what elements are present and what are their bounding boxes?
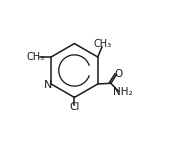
Text: NH₂: NH₂ [112,87,132,97]
Text: CH₃: CH₃ [93,39,111,49]
Text: Cl: Cl [69,102,80,112]
Text: CH₃: CH₃ [27,52,45,62]
Text: N: N [44,80,52,90]
Text: O: O [114,69,122,79]
